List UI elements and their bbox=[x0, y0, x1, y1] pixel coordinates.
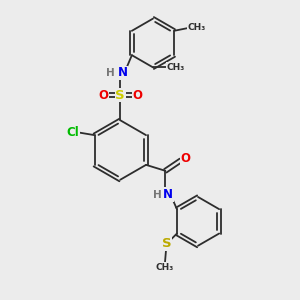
Text: N: N bbox=[118, 66, 128, 79]
Text: CH₃: CH₃ bbox=[187, 23, 206, 32]
Text: S: S bbox=[116, 88, 125, 101]
Text: H: H bbox=[106, 68, 115, 78]
Text: O: O bbox=[133, 88, 142, 101]
Text: N: N bbox=[163, 188, 173, 201]
Text: O: O bbox=[98, 88, 108, 101]
Text: CH₃: CH₃ bbox=[166, 63, 184, 72]
Text: S: S bbox=[162, 237, 171, 250]
Text: CH₃: CH₃ bbox=[156, 262, 174, 272]
Text: Cl: Cl bbox=[67, 126, 80, 139]
Text: O: O bbox=[180, 152, 190, 165]
Text: H: H bbox=[153, 190, 161, 200]
